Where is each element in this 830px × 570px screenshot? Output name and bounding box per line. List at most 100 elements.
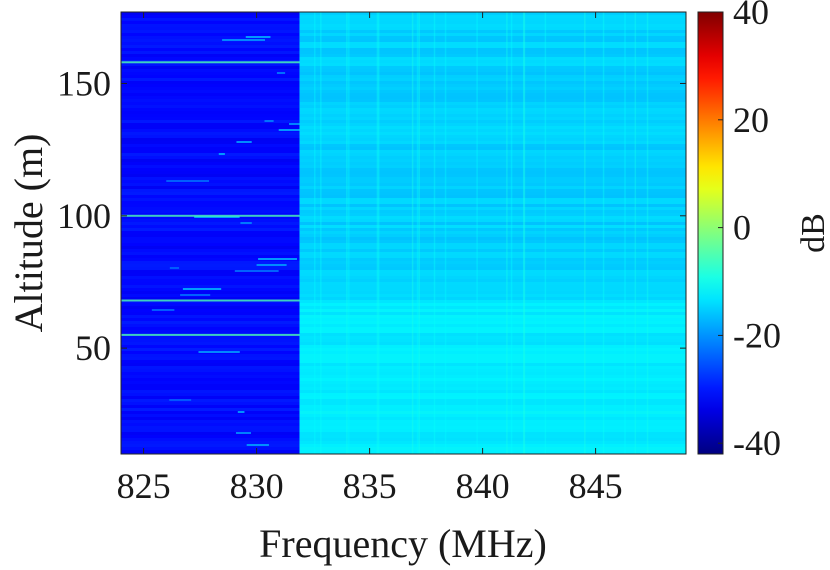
- heatmap-row: [121, 183, 300, 186]
- heatmap-row: [299, 426, 686, 429]
- colorbar: [697, 11, 724, 455]
- heatmap-speckle: [236, 141, 252, 143]
- heatmap-row: [121, 405, 300, 408]
- heatmap-column: [433, 12, 436, 454]
- heatmap-row: [121, 336, 300, 339]
- heatmap-row: [299, 177, 686, 180]
- heatmap-row: [299, 234, 686, 237]
- heatmap-row: [299, 18, 686, 21]
- heatmap-row: [121, 441, 300, 444]
- heatmap-row: [121, 360, 300, 363]
- heatmap-row: [121, 306, 300, 309]
- heatmap-row: [121, 222, 300, 225]
- heatmap-row: [121, 165, 300, 168]
- y-axis-label: Altitude (m): [6, 134, 51, 333]
- heatmap-speckle: [278, 129, 321, 131]
- bright-row: [121, 214, 300, 217]
- heatmap-row: [121, 225, 300, 228]
- heatmap-row: [121, 372, 300, 375]
- heatmap-row: [121, 258, 300, 261]
- heatmap-row: [299, 207, 686, 210]
- colorbar-tick-label: -40: [733, 423, 781, 463]
- heatmap-row: [299, 168, 686, 171]
- heatmap-row: [299, 201, 686, 204]
- heatmap-column: [418, 12, 420, 454]
- heatmap-row: [299, 369, 686, 372]
- heatmap-row: [121, 411, 300, 414]
- heatmap-row: [121, 354, 300, 357]
- heatmap-row: [299, 108, 686, 111]
- heatmap-row: [121, 153, 300, 156]
- colorbar-tick-label: 20: [733, 100, 769, 140]
- heatmap-row: [299, 174, 686, 177]
- heatmap-row: [121, 240, 300, 243]
- heatmap-row: [121, 408, 300, 411]
- heatmap-row: [121, 138, 300, 141]
- heatmap-row: [299, 336, 686, 339]
- heatmap-row: [299, 423, 686, 426]
- heatmap-row: [121, 318, 300, 321]
- heatmap-row: [299, 309, 686, 312]
- heatmap-row: [299, 312, 686, 315]
- heatmap-row: [121, 348, 300, 351]
- heatmap-row: [299, 297, 686, 300]
- heatmap-row: [121, 369, 300, 372]
- heatmap-row: [299, 204, 686, 207]
- heatmap-row: [299, 24, 686, 27]
- heatmap-row: [121, 255, 300, 258]
- heatmap-row: [121, 33, 300, 36]
- heatmap-row: [121, 327, 300, 330]
- heatmap-row: [299, 315, 686, 318]
- heatmap-speckle: [258, 258, 297, 260]
- heatmap-row: [299, 111, 686, 114]
- heatmap-row: [299, 348, 686, 351]
- heatmap-row: [299, 159, 686, 162]
- heatmap-column: [476, 12, 478, 454]
- heatmap-column: [416, 12, 419, 454]
- heatmap-row: [121, 363, 300, 366]
- heatmap-row: [121, 99, 300, 102]
- heatmap-row: [121, 96, 300, 99]
- heatmap-row: [299, 252, 686, 255]
- heatmap-row: [121, 312, 300, 315]
- heatmap-row: [299, 42, 686, 45]
- heatmap-row: [121, 27, 300, 30]
- heatmap-speckle: [169, 399, 192, 401]
- heatmap-row: [121, 57, 300, 60]
- heatmap-speckle: [240, 222, 252, 224]
- heatmap-row: [299, 231, 686, 234]
- heatmap-row: [299, 318, 686, 321]
- heatmap-row: [121, 246, 300, 249]
- bright-row: [121, 61, 300, 64]
- heatmap-row: [299, 432, 686, 435]
- y-tick-label: 150: [57, 63, 111, 103]
- heatmap-row: [121, 417, 300, 420]
- heatmap-row: [299, 264, 686, 267]
- heatmap-row: [121, 63, 300, 66]
- heatmap-row: [299, 225, 686, 228]
- heatmap-row: [121, 264, 300, 267]
- heatmap-row: [121, 366, 300, 369]
- heatmap-row: [299, 375, 686, 378]
- heatmap-row: [299, 87, 686, 90]
- heatmap-column: [506, 12, 508, 454]
- heatmap-speckle: [169, 267, 180, 269]
- heatmap-row: [121, 285, 300, 288]
- heatmap-speckle: [245, 36, 271, 38]
- heatmap-row: [121, 150, 300, 153]
- heatmap-row: [121, 213, 300, 216]
- heatmap-row: [121, 156, 300, 159]
- heatmap-cells: [121, 12, 686, 454]
- heatmap-row: [121, 342, 300, 345]
- heatmap-row: [299, 381, 686, 384]
- heatmap-row: [121, 438, 300, 441]
- heatmap-row: [299, 84, 686, 87]
- heatmap-column: [523, 12, 526, 454]
- colorbar-tick-label: 0: [733, 208, 751, 248]
- heatmap-row: [299, 162, 686, 165]
- heatmap-column: [411, 12, 414, 454]
- heatmap-row: [121, 69, 300, 72]
- heatmap-row: [299, 39, 686, 42]
- heatmap-row: [299, 192, 686, 195]
- heatmap-row: [299, 276, 686, 279]
